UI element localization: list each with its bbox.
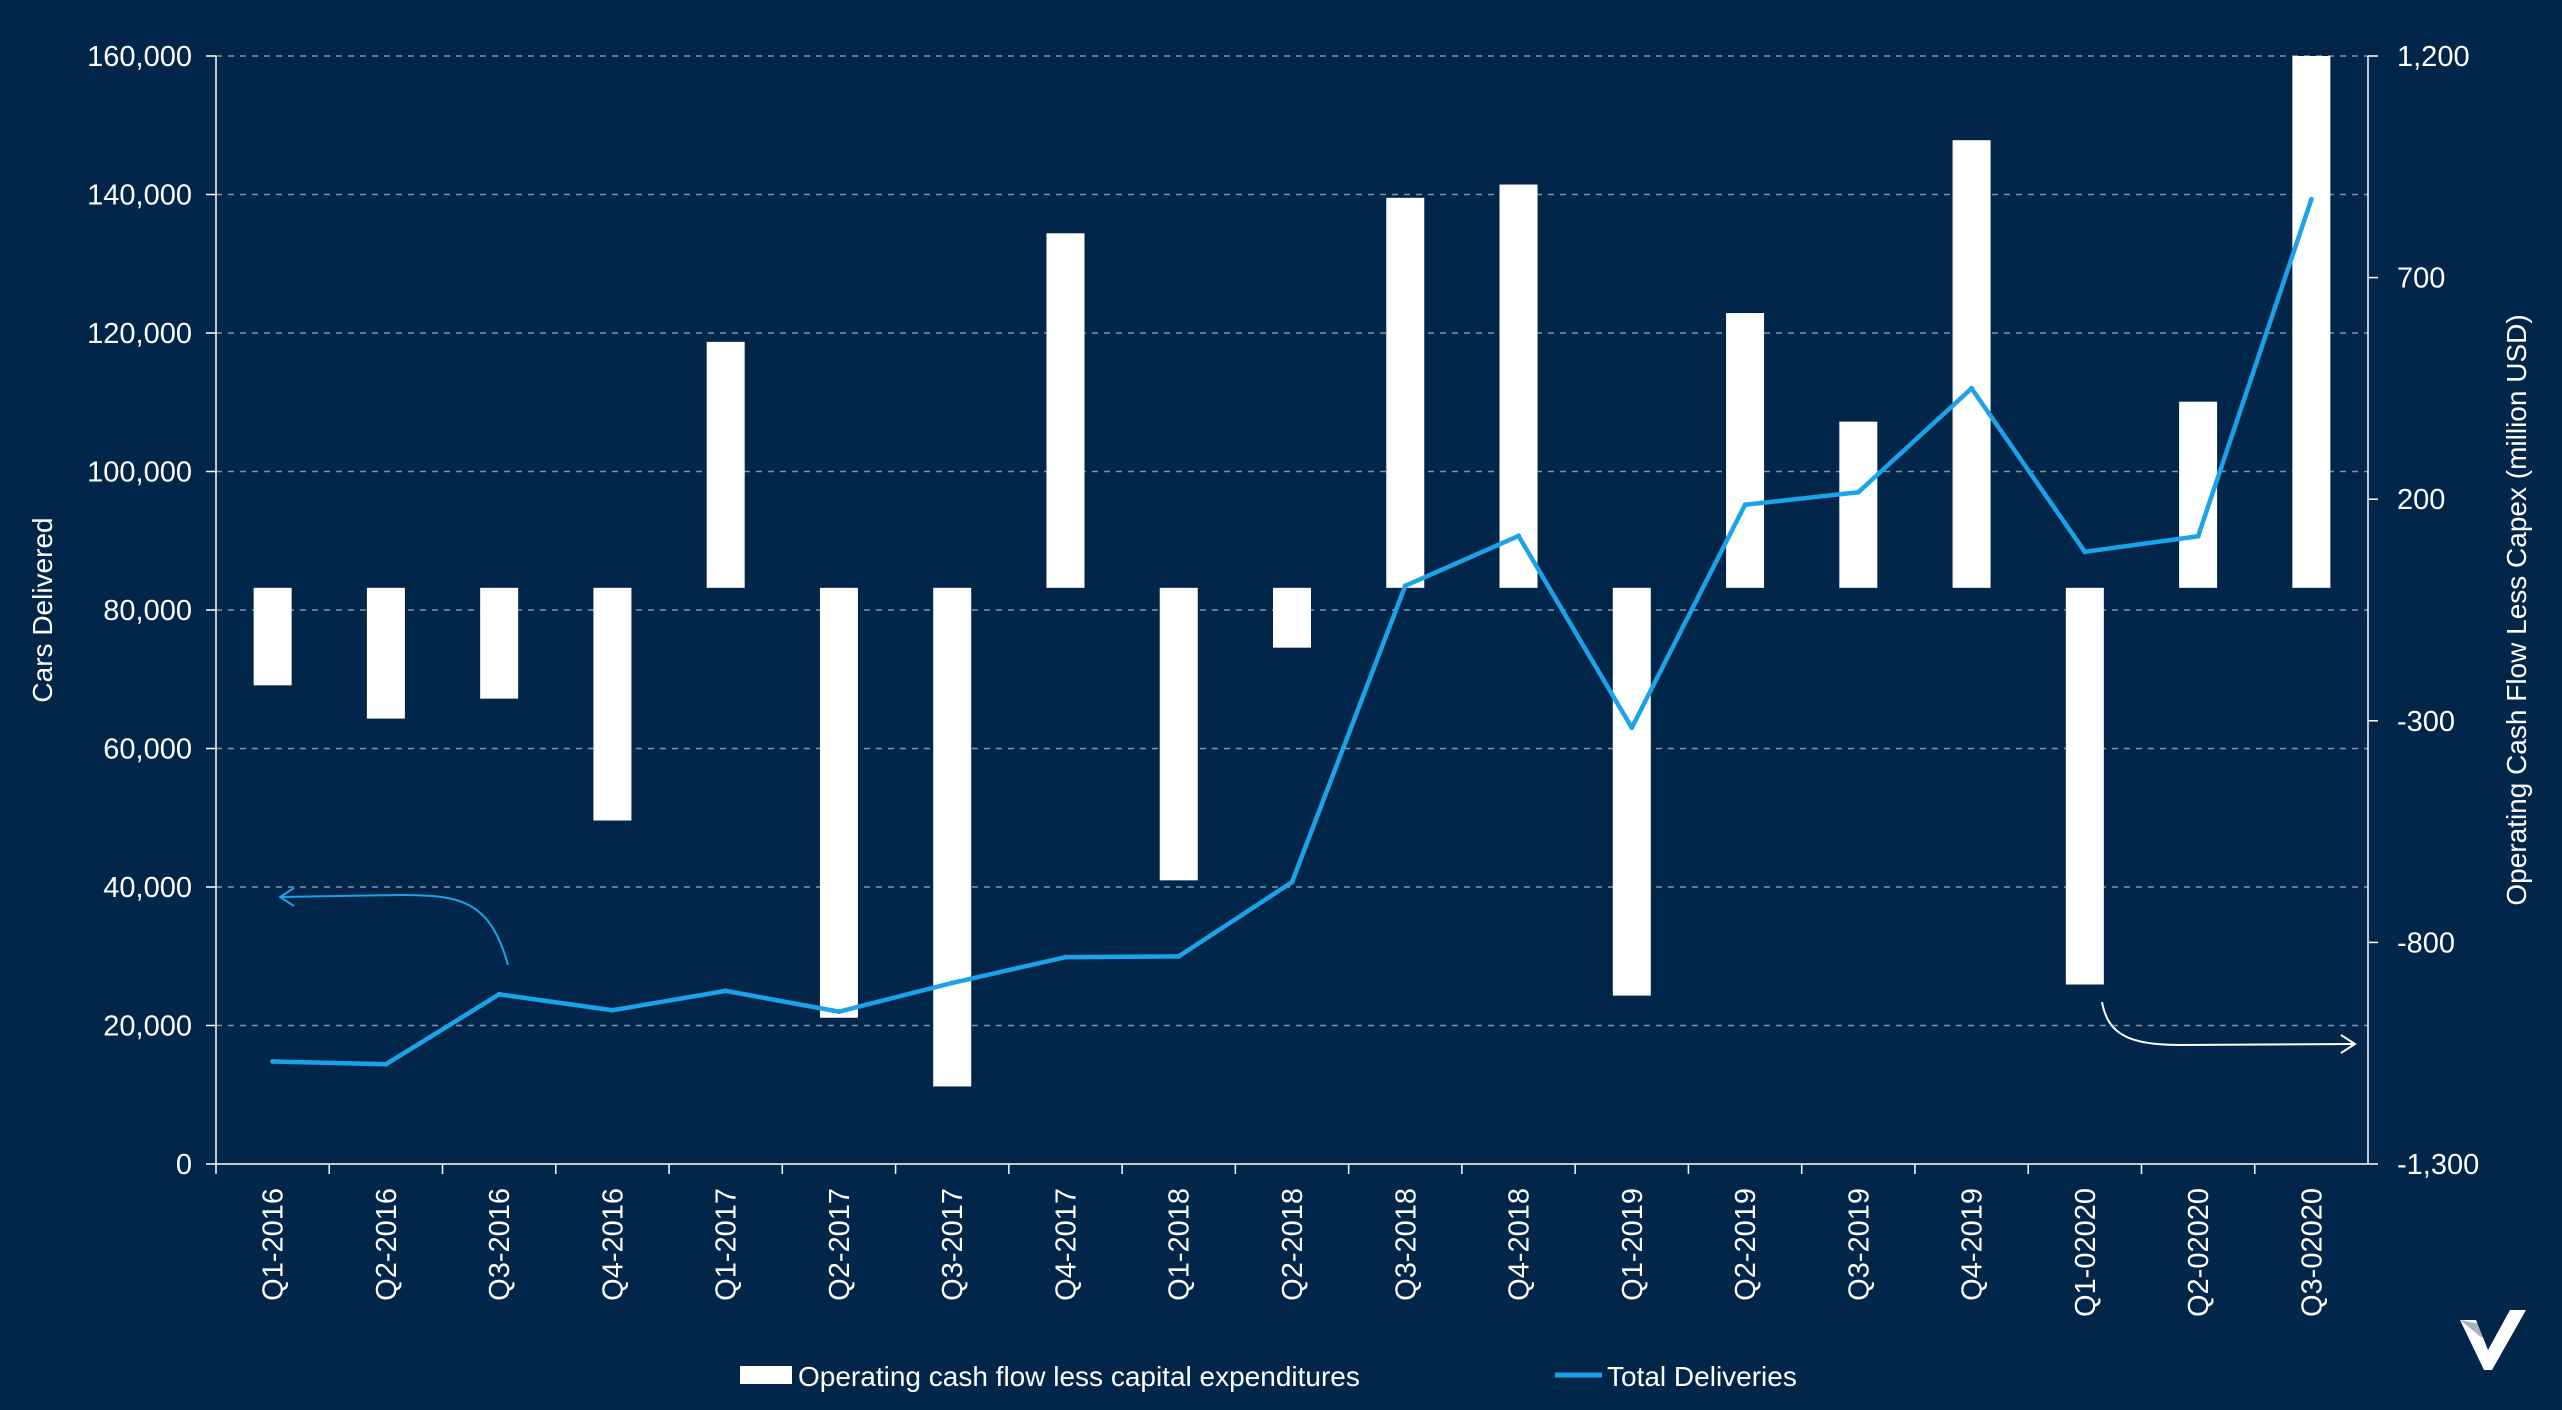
right-tick-label: 200 [2397,484,2445,516]
gridlines [216,55,2368,1027]
x-tick-label: Q2-2017 [824,1188,856,1301]
x-tick-label: Q1-2016 [258,1188,290,1301]
bar [706,341,745,588]
bar-series [253,56,2331,1087]
left-axis-title: Cars Delivered [27,517,58,702]
left-tick-label: 100,000 [87,457,192,489]
line-point [1516,533,1522,539]
bar [933,587,972,1087]
x-tick-label: Q1-2018 [1164,1188,1196,1301]
bar [1159,587,1198,881]
x-tick-label: Q4-2017 [1050,1188,1082,1301]
left-tick-label: 40,000 [103,872,192,904]
bar [253,587,292,686]
x-tick-label: Q1-2017 [711,1188,743,1301]
line-point [609,1007,615,1013]
line-point [1742,502,1748,508]
bar [1839,421,1878,588]
x-tick-label: Q3-2017 [937,1188,969,1301]
legend-bar-swatch [740,1366,792,1384]
line-point [2308,196,2314,202]
line-point [1062,954,1068,960]
bar [1952,140,1991,588]
right-tick-label: 1,200 [2397,41,2470,73]
x-tick-label: Q3-2018 [1390,1188,1422,1301]
left-tick-label: 160,000 [87,41,192,73]
x-tick-label: Q3-2019 [1843,1188,1875,1301]
right-tick-label: -1,300 [2397,1149,2479,1181]
left-tick-label: 20,000 [103,1011,192,1043]
x-tick-label: Q3-02020 [2296,1188,2328,1317]
x-tick-label: Q1-02020 [2070,1188,2102,1317]
bar [1273,587,1311,648]
left-tick-label: 120,000 [87,318,192,350]
legend-bar-label: Operating cash flow less capital expendi… [798,1361,1360,1392]
right-axis-title: Operating Cash Flow Less Capex (million … [2501,314,2532,905]
bar [1046,233,1085,588]
line-point [1289,879,1295,885]
line-point [496,991,502,997]
line-point [949,980,955,986]
x-tick-label: Q4-2019 [1957,1188,1989,1301]
x-tick-label: Q1-2019 [1617,1188,1649,1301]
brand-logo-icon [2460,1310,2526,1370]
x-tick-label: Q2-2018 [1277,1188,1309,1301]
line-point [1402,583,1408,589]
bar [480,587,519,699]
x-tick-label: Q3-2016 [484,1188,516,1301]
line-series [270,196,2314,1067]
right-tick-label: -300 [2397,706,2455,738]
line-point [2082,549,2088,555]
line-point [1629,725,1635,731]
x-tick-label: Q2-2016 [371,1188,403,1301]
line-point [1176,953,1182,959]
curved-arrow-left-icon [278,887,509,966]
line-point [836,1009,842,1015]
bar [1499,184,1538,588]
axes: 0 20,000 40,000 60,000 80,000 100,000 120,000 1… [87,41,2479,1317]
left-tick-label: 0 [176,1149,192,1181]
bar [2292,56,2331,588]
right-tick-label: 700 [2397,263,2445,295]
legend: Operating cash flow less capital expendi… [740,1361,1797,1392]
x-tick-label: Q2-2019 [1730,1188,1762,1301]
x-tick-label: Q2-02020 [2183,1188,2215,1317]
line-point [383,1061,389,1067]
bar [1386,197,1425,588]
x-tick-label: Q4-2018 [1504,1188,1536,1301]
left-tick-label: 140,000 [87,180,192,212]
line-point [2195,533,2201,539]
bar [366,587,405,719]
bar [1612,587,1651,996]
bar [593,587,632,821]
left-tick-label: 60,000 [103,734,192,766]
left-tick-label: 80,000 [103,595,192,627]
line-point [1969,385,1975,391]
x-tick-label: Q4-2016 [597,1188,629,1301]
bar [1726,313,1765,588]
legend-line-label: Total Deliveries [1607,1361,1797,1392]
line-point [723,988,729,994]
bar [2065,587,2104,985]
right-tick-label: -800 [2397,927,2455,959]
line-point [1855,489,1861,495]
curved-arrow-right-icon [2101,1001,2357,1054]
bar [819,587,858,1018]
line-point [270,1059,276,1065]
